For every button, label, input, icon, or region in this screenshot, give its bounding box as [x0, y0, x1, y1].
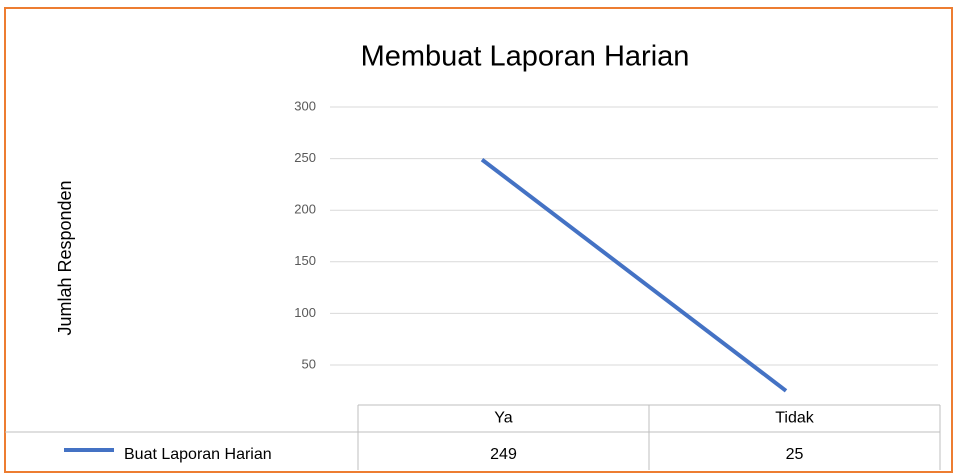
- chart-title: Membuat Laporan Harian: [361, 41, 690, 73]
- y-tick-label: 100: [294, 305, 316, 320]
- table-value: 25: [786, 446, 804, 463]
- y-tick-label: 300: [294, 98, 316, 113]
- y-tick-label: 50: [302, 356, 316, 371]
- chart-border: [4, 7, 953, 473]
- table-header: Ya: [494, 410, 512, 427]
- y-tick-label: 200: [294, 202, 316, 217]
- y-tick-label: 250: [294, 150, 316, 165]
- table-header: Tidak: [775, 410, 815, 427]
- y-tick-label: 150: [294, 253, 316, 268]
- y-axis-label: Jumlah Responden: [55, 180, 75, 335]
- legend-label: Buat Laporan Harian: [124, 446, 272, 463]
- table-value: 249: [490, 446, 517, 463]
- data-line: [480, 158, 788, 393]
